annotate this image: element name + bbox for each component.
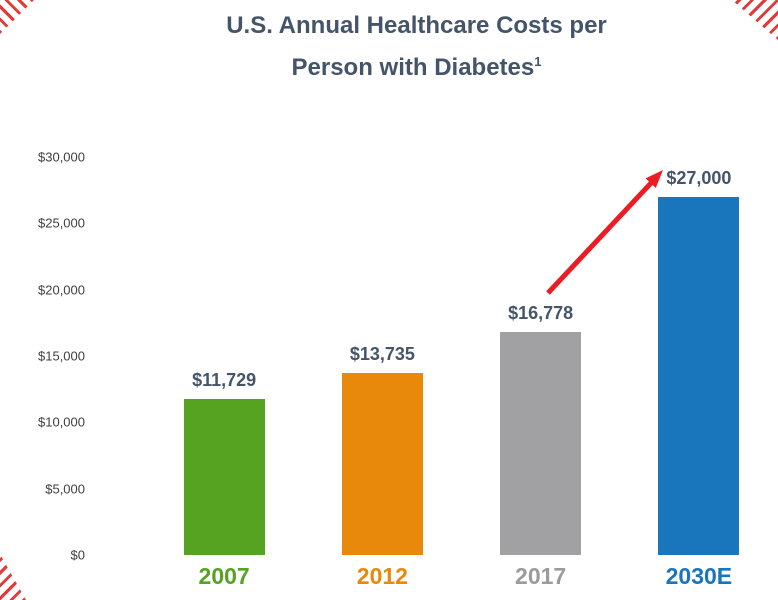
category-label-2007: 2007 xyxy=(198,563,250,589)
y-tick-label: $5,000 xyxy=(45,481,85,497)
footnote-marker: 1 xyxy=(534,54,542,69)
bar-2017 xyxy=(500,332,582,555)
value-label-2007: $11,729 xyxy=(192,370,257,391)
y-tick-label: $10,000 xyxy=(38,414,85,430)
y-tick-label: $25,000 xyxy=(38,215,85,231)
category-label-2012: 2012 xyxy=(356,563,408,589)
value-label-2030E: $27,000 xyxy=(666,167,732,188)
bar-2030E xyxy=(658,196,740,555)
value-label-2017: $16,778 xyxy=(508,303,574,324)
category-label-2017: 2017 xyxy=(515,563,567,589)
chart-title-line1: U.S. Annual Healthcare Costs per xyxy=(226,12,607,39)
bar-group-2017: $16,778 2017 xyxy=(462,157,620,589)
plot-area: $11,729 2007 $13,735 2012 $16,778 2017 $27,000… xyxy=(145,157,778,589)
y-tick-label: $30,000 xyxy=(38,149,85,165)
chart-title: U.S. Annual Healthcare Costs per Person … xyxy=(55,8,778,86)
category-label-2030E: 2030E xyxy=(665,563,733,589)
bar-2012 xyxy=(341,372,423,555)
corner-stripes-top-left-icon xyxy=(0,0,34,34)
y-tick-label: $15,000 xyxy=(38,348,85,364)
y-tick-label: $20,000 xyxy=(38,282,85,298)
y-tick-label: $0 xyxy=(70,547,85,563)
y-axis: $0 $5,000 $10,000 $15,000 $20,000 $25,000 $30,… xyxy=(0,150,85,563)
bar-group-2007: $11,729 2007 xyxy=(145,157,303,589)
corner-stripes-bottom-left-icon xyxy=(0,554,26,600)
bar-group-2012: $13,735 2012 xyxy=(303,157,461,589)
bar-group-2030E: $27,000 2030E xyxy=(620,157,778,589)
value-label-2012: $13,735 xyxy=(349,343,415,364)
chart-title-line2: Person with Diabetes xyxy=(291,54,535,81)
bar-2007 xyxy=(183,399,265,555)
